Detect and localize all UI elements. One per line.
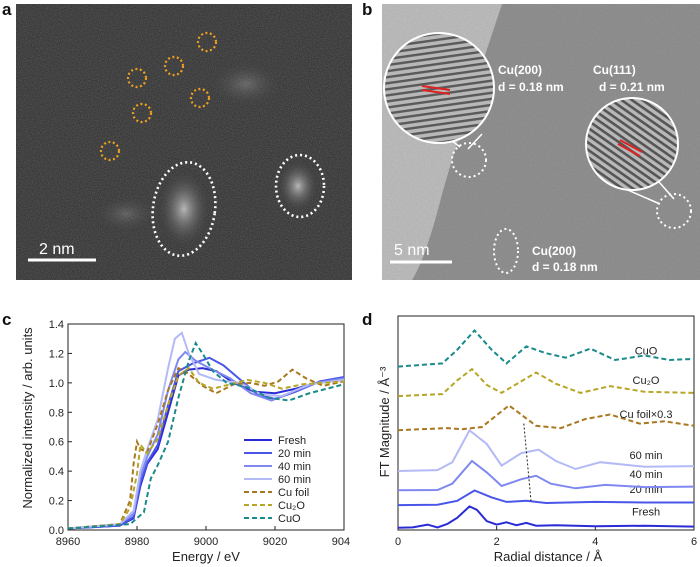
series-label: 40 min	[629, 469, 662, 481]
series-line	[397, 328, 695, 368]
legend-label: CuO	[278, 513, 301, 525]
y-tick-label: 0.2	[49, 496, 64, 508]
series-label: Cu₂O	[633, 375, 660, 387]
x-tick-label: 8980	[125, 536, 149, 548]
series-line	[397, 489, 694, 507]
cluster-marker	[274, 153, 326, 219]
region-marker	[656, 193, 692, 229]
x-tick-label: 9000	[194, 536, 218, 548]
x-tick-label: 6	[691, 536, 697, 548]
series-label: 60 min	[629, 450, 662, 462]
y-tick-label: 0.4	[49, 466, 64, 478]
panel-letter-c: c	[2, 310, 12, 329]
scale-bar-label: 2 nm	[39, 241, 75, 258]
cluster-markers	[151, 153, 326, 258]
lattice-marker	[619, 139, 643, 153]
ft-exafs-chart: FT Magnitude / Å⁻³ Radial distance / Å 0…	[377, 315, 697, 564]
region-marker	[451, 142, 487, 178]
single-atom-marker	[126, 67, 148, 89]
series-label: CuO	[635, 345, 658, 357]
y-tick-label: 1.2	[49, 348, 64, 360]
y-tick-label: 1.0	[49, 378, 64, 390]
series-line	[397, 505, 695, 529]
x-tick-label: 2	[494, 536, 500, 548]
legend-label: Cu foil	[278, 487, 309, 499]
series-line	[397, 367, 695, 398]
single-atom-markers	[99, 31, 218, 162]
series-line	[67, 366, 345, 530]
x-axis-label: Radial distance / Å	[494, 549, 603, 564]
x-tick-label: 4	[592, 536, 598, 548]
plot-frame	[397, 315, 695, 531]
series-line	[67, 331, 345, 530]
inset-leader	[467, 133, 483, 150]
lattice-marker	[617, 143, 641, 157]
single-atom-marker	[196, 31, 218, 53]
y-tick-label: 1.4	[49, 319, 64, 331]
x-tick-label: 9020	[263, 536, 287, 548]
guide-line	[523, 423, 532, 504]
x-tick-label: 8960	[56, 536, 80, 548]
series-label: Cu foil×0.3	[620, 409, 673, 421]
y-axis-label: Normalized intensity / arb. units	[20, 327, 35, 509]
annotation-spacing: d = 0.18 nm	[498, 80, 564, 94]
lattice-marker	[421, 85, 451, 91]
stem-image-canvas: 2 nm	[16, 4, 352, 280]
single-atom-marker	[189, 87, 211, 109]
series-line	[397, 428, 695, 472]
cluster-marker	[151, 160, 217, 258]
y-tick-label: 0.8	[49, 407, 64, 419]
hrtem-image: Cu(200) d = 0.18 nm Cu(111) d = 0.21 nm …	[382, 4, 700, 280]
x-axis-label: Energy / eV	[172, 549, 240, 564]
single-atom-marker	[99, 140, 121, 162]
series-label: Fresh	[632, 507, 660, 519]
legend-label: Cu₂O	[278, 500, 305, 512]
y-tick-label: 0.6	[49, 437, 64, 449]
single-atom-marker	[163, 55, 185, 77]
scale-bar-label: 5 nm	[394, 242, 430, 259]
legend-label: 60 min	[278, 474, 311, 486]
x-tick-label: 0	[395, 536, 401, 548]
legend-label: 40 min	[278, 461, 311, 473]
single-atom-marker	[131, 102, 153, 124]
annotation-spacing: d = 0.18 nm	[532, 260, 598, 274]
lattice-marker	[421, 89, 451, 95]
y-axis-label: FT Magnitude / Å⁻³	[377, 366, 392, 477]
tem-image-canvas: Cu(200) d = 0.18 nm Cu(111) d = 0.21 nm …	[382, 4, 700, 280]
annotation-plane: Cu(200)	[532, 244, 576, 258]
annotation-plane: Cu(200)	[498, 63, 542, 77]
panel-letter-a: a	[2, 0, 12, 19]
series-line	[397, 459, 695, 492]
legend-label: 20 min	[278, 448, 311, 460]
haadf-stem-image: 2 nm	[16, 4, 352, 280]
series-line	[67, 366, 345, 530]
annotation-plane: Cu(111)	[593, 63, 636, 77]
series-line	[67, 340, 345, 530]
zoom-inset-cu111	[585, 97, 679, 191]
panel-letter-d: d	[362, 310, 373, 329]
xanes-chart: Normalized intensity / arb. units Energy…	[20, 319, 350, 564]
y-tick-label: 0.0	[49, 525, 64, 537]
legend-label: Fresh	[278, 435, 306, 447]
region-marker	[493, 228, 519, 274]
panel-letter-b: b	[362, 0, 373, 19]
annotation-spacing: d = 0.21 nm	[599, 80, 665, 94]
